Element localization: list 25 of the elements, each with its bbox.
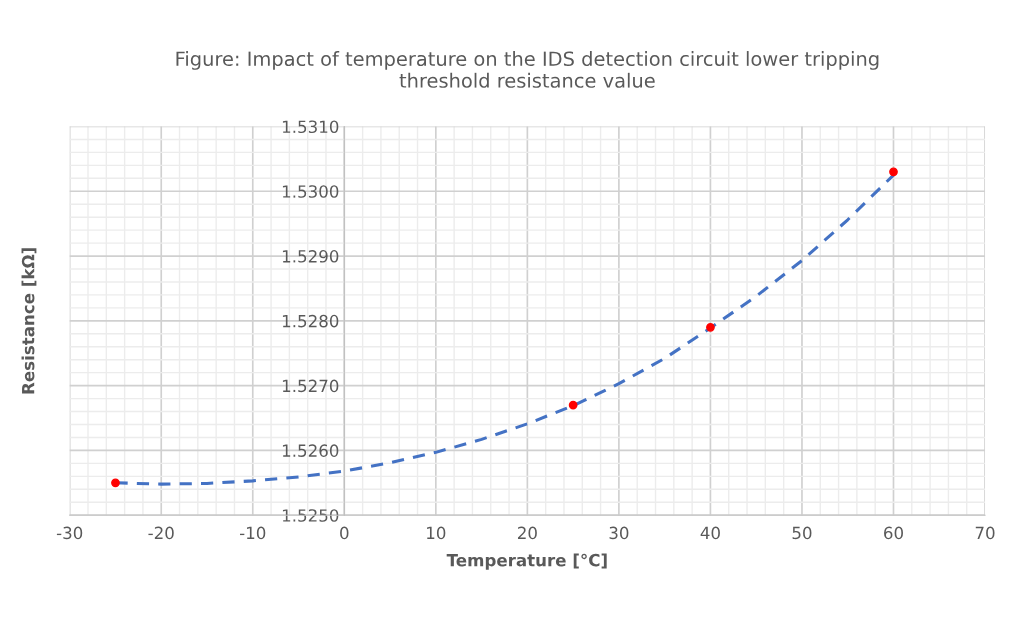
point	[111, 478, 120, 488]
x-axis-title: Temperature [°C]	[446, 553, 607, 570]
x-tick-label: -10	[239, 526, 266, 540]
point	[706, 322, 715, 332]
point	[889, 167, 898, 177]
x-tick-label: -30	[56, 526, 83, 540]
x-tick-label: 60	[884, 526, 903, 540]
x-tick-label: 50	[792, 526, 812, 540]
y-axis-title: Resistance [kΩ]	[21, 248, 37, 394]
y-tick-label: 1.5280	[282, 314, 339, 328]
y-tick-label: 1.5300	[282, 185, 339, 198]
x-tick-label: 70	[975, 526, 995, 540]
x-tick-label: 0	[340, 526, 349, 540]
y-tick-label: 1.5310	[282, 120, 339, 134]
point	[568, 400, 578, 410]
x-tick-label: 10	[427, 526, 446, 540]
y-tick-label: 1.5270	[282, 379, 339, 393]
x-tick-label: 40	[700, 526, 720, 540]
x-tick-label: 20	[517, 526, 537, 540]
x-tick-label: 30	[609, 526, 629, 540]
x-tick-label: -20	[148, 526, 174, 540]
y-tick-label: 1.5290	[282, 250, 339, 263]
y-tick-label: 1.5250	[282, 509, 339, 522]
chart-title: Figure: Impact of temperature on the IDS detection circuit lower tripping threshold resistance value	[176, 51, 879, 88]
y-tick-label: 1.5260	[282, 444, 339, 457]
